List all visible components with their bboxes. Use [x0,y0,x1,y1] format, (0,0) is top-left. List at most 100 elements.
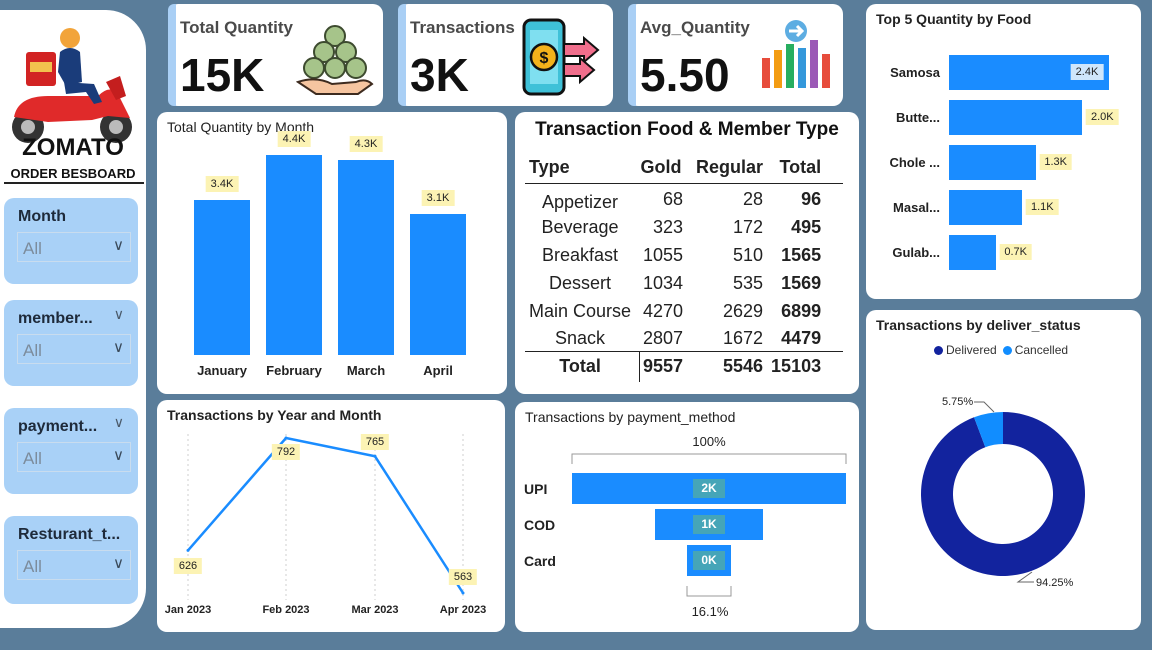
value-cell: 6899 [781,300,822,321]
payment-method-funnel: Transactions by payment_method 100% UPI 2… [515,402,859,632]
leader-line [974,401,995,413]
chart-title: Transactions by Year and Month [167,407,382,423]
kpi-value: 3K [410,49,469,101]
slice-label: 5.75% [942,396,973,408]
data-label: 3.4K [205,176,239,193]
row-type-cell: Beverage [541,217,619,238]
x-tick-label: Apr 2023 [439,604,487,616]
kpi-avg-quantity: Avg_Quantity 5.50 [628,4,843,106]
month-dropdown[interactable]: All ∨ [17,232,131,262]
value-cell: 4479 [781,328,822,349]
restaurant-type-slicer[interactable]: Resturant_t... All ∨ [4,516,138,604]
data-label: 765 [360,434,390,451]
donut-slice [921,412,1085,576]
matrix-row: Snack 2807 1672 4479 [525,325,825,353]
slicer-title: member... [18,310,93,327]
chevron-down-icon: ∨ [113,339,124,356]
matrix-row: Breakfast 1055 510 1565 [525,242,825,270]
chevron-down-icon: ∨ [113,555,124,572]
member-slicer[interactable]: member... ∨ All ∨ [4,300,138,386]
slicer-title: Month [18,208,66,225]
bar [410,214,466,355]
y-tick-label: Gulab... [892,245,940,260]
member-dropdown[interactable]: All ∨ [17,334,131,364]
y-tick-label: UPI [524,481,548,497]
data-label: 0.7K [999,244,1032,260]
value-cell: 15103 [771,356,822,377]
x-tick-label: January [197,363,247,378]
row-type-cell: Dessert [549,272,612,293]
value-cell: 535 [733,272,764,293]
coins-stack-icon [296,25,374,95]
value-cell: 96 [801,189,822,210]
chart-title: Top 5 Quantity by Food [876,11,1032,27]
value-cell: 510 [733,244,764,265]
payment-dropdown[interactable]: All ∨ [17,442,131,472]
transactions-trend-chart: Transactions by Year and Month 626 Jan 20… [157,400,505,632]
slicer-value: All [23,341,42,360]
x-tick-label: February [266,363,322,378]
bar [949,190,1023,225]
data-label: 626 [173,558,203,575]
kpi-transactions: Transactions 3K $ [398,4,613,106]
brand-name: ZOMATO [22,134,124,161]
kpi-title: Total Quantity [180,18,294,37]
data-label: 792 [271,444,301,460]
matrix-title: Transaction Food & Member Type [535,119,839,140]
kpi-title: Avg_Quantity [640,18,750,37]
kpi-title: Transactions [410,18,515,37]
data-label: 0K [693,551,725,570]
value-cell: 2629 [723,300,764,321]
top-food-chart: Top 5 Quantity by Food Samosa 2.4K Butte..… [866,4,1141,299]
value-cell: 2807 [643,328,684,349]
deliver-status-donut: Transactions by deliver_status Delivered… [866,310,1141,630]
chart-title: Total Quantity by Month [167,119,315,135]
legend-label: Delivered [946,343,997,357]
restaurant-type-dropdown[interactable]: All ∨ [17,550,131,580]
bar [266,155,322,355]
donut-chart: 94.25% 5.75% [921,396,1085,589]
data-label: 563 [448,569,478,585]
data-label: 1.3K [1039,154,1072,170]
slicer-value: All [23,557,42,576]
slicer-title: payment... [18,418,98,435]
funnel-top-bracket [571,453,847,464]
funnel-bottom-label: 16.1% [691,604,729,619]
bar [338,159,394,355]
data-label: 4.4K [277,131,311,147]
value-cell: 1672 [723,328,764,349]
y-tick-label: Samosa [890,65,940,80]
chart-title: Transactions by payment_method [525,409,736,425]
row-type-cell: Total [559,356,601,377]
chart-title: Transactions by deliver_status [876,317,1081,333]
value-cell: 172 [733,217,764,238]
payment-slicer[interactable]: payment... ∨ All ∨ [4,408,138,494]
header-cell: Regular [696,156,764,177]
phone-payment-icon: $ [522,18,600,96]
y-tick-label: Butte... [895,110,940,125]
data-label: 2.4K [1070,64,1104,80]
bar [949,100,1083,135]
matrix-table: Type Gold Regular Total Appetizer 68 28 96 B… [525,148,825,381]
value-cell: 495 [791,217,822,238]
data-point [461,591,465,595]
month-slicer[interactable]: Month All ∨ [4,198,138,284]
matrix-row: Beverage 323 172 495 [525,214,825,242]
brand-subtitle: ORDER BESBOARD [10,166,136,181]
value-cell: 28 [743,189,764,210]
data-label: 3.1K [421,190,455,207]
chevron-down-icon: ∨ [113,414,124,430]
donut-legend: Delivered Cancelled [934,343,1068,357]
y-tick-label: Chole ... [889,155,940,170]
data-label: 1K [693,515,725,534]
data-point [186,548,190,552]
data-label: 4.3K [349,135,383,152]
matrix-header-row: Type Gold Regular Total [525,148,825,186]
value-cell: 5546 [723,356,764,377]
x-tick-label: Mar 2023 [351,604,399,616]
matrix-row: Appetizer 68 28 96 [525,186,825,214]
header-cell: Type [529,156,570,177]
data-label: 2K [693,479,725,498]
header-cell: Total [779,156,822,177]
data-point [284,436,288,440]
